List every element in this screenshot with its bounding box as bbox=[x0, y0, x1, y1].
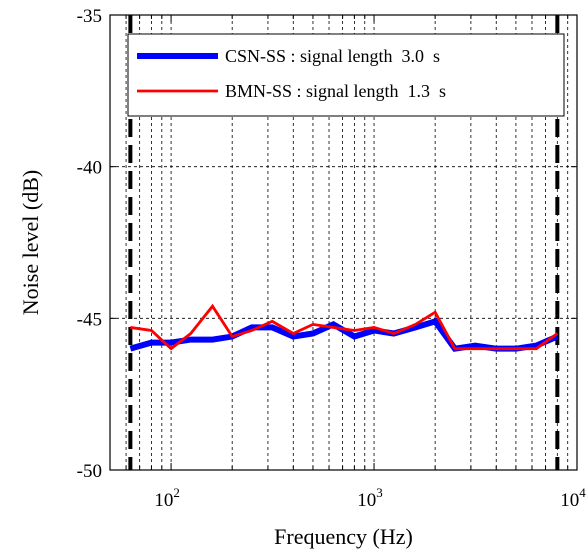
plot-frame bbox=[109, 14, 578, 471]
axis-ticks: -50 -45 -40 -35 102 103 104 bbox=[77, 6, 587, 511]
series-line-csn bbox=[129, 317, 559, 352]
x-axis-title: Frequency (Hz) bbox=[274, 524, 413, 549]
legend: CSN-SS : signal length 3.0 s BMN-SS : si… bbox=[127, 33, 565, 117]
y-axis-title: Noise level (dB) bbox=[18, 170, 43, 315]
band-limit-lines bbox=[128, 15, 560, 470]
x-tick-label: 104 bbox=[560, 485, 586, 511]
legend-box bbox=[127, 33, 565, 117]
series-line-bmn bbox=[130, 303, 559, 351]
data-series bbox=[129, 303, 559, 352]
y-tick-label: -50 bbox=[77, 461, 102, 482]
grid-lines bbox=[110, 15, 577, 470]
x-tick-label: 102 bbox=[154, 485, 180, 511]
x-tick-label: 103 bbox=[357, 485, 383, 511]
y-tick-label: -45 bbox=[77, 309, 102, 330]
y-tick-label: -40 bbox=[77, 158, 102, 179]
legend-label-csn: CSN-SS : signal length 3.0 s bbox=[225, 46, 440, 66]
legend-label-bmn: BMN-SS : signal length 1.3 s bbox=[225, 81, 446, 101]
y-tick-label: -35 bbox=[77, 6, 102, 27]
